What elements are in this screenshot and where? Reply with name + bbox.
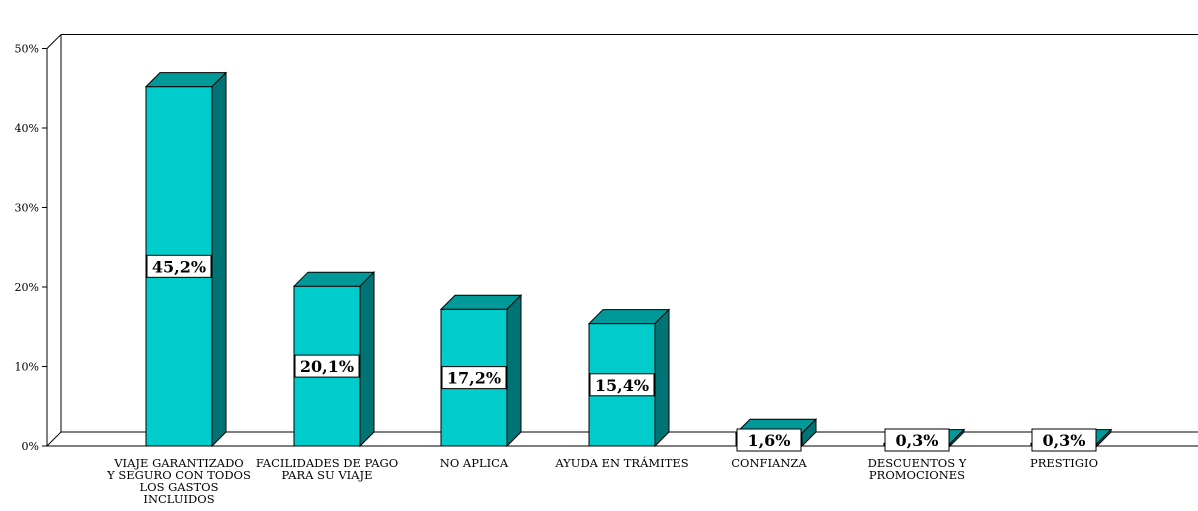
y-tick-label: 40% (15, 122, 39, 135)
data-label: 15,4% (595, 376, 649, 395)
data-label: 45,2% (152, 257, 206, 276)
category-label-line: FACILIDADES DE PAGO (256, 456, 398, 470)
bar-side (359, 270, 375, 448)
data-label-box (294, 354, 360, 378)
category-label-line: LOS GASTOS (140, 480, 219, 494)
category-label: CONFIANZA (731, 456, 807, 470)
category-label-line: VIAJE GARANTIZADO (113, 456, 244, 470)
category-label-line: AYUDA EN TRÁMITES (554, 456, 688, 470)
category-label: AYUDA EN TRÁMITES (554, 456, 688, 470)
bar-side (654, 308, 670, 448)
y-tick-label: 0% (22, 440, 39, 453)
category-label-line: Y SEGURO CON TODOS (106, 468, 251, 482)
category-label-line: PROMOCIONES (869, 468, 965, 482)
category-label: PRESTIGIO (1030, 456, 1098, 470)
bar-side (949, 428, 965, 448)
floor-left-edge (46, 431, 62, 447)
category-label-line: CONFIANZA (731, 456, 807, 470)
data-label: 0,3% (1042, 431, 1085, 450)
bar-side (211, 71, 227, 448)
data-label-box (146, 254, 212, 278)
category-label: DESCUENTOS Y PROMOCIONES (868, 456, 967, 482)
wall-top-edge (46, 34, 62, 49)
category-label-line: PARA SU VIAJE (282, 468, 373, 482)
y-tick-label: 10% (15, 361, 39, 374)
y-tick-label: 50% (15, 43, 39, 56)
bar-side (506, 294, 522, 448)
data-label-box (1031, 428, 1097, 452)
data-label: 17,2% (447, 369, 501, 388)
bar-side (801, 418, 817, 448)
category-label: NO APLICA (440, 456, 509, 470)
category-label: VIAJE GARANTIZADO Y SEGURO CON TODOS LOS G… (106, 456, 251, 506)
bar-side (1096, 428, 1112, 448)
category-label-line: DESCUENTOS Y (868, 456, 967, 470)
data-label-box (441, 366, 507, 390)
data-label: 0,3% (895, 431, 938, 450)
y-tick-label: 30% (15, 202, 39, 215)
category-label-line: PRESTIGIO (1030, 456, 1098, 470)
data-label: 1,6% (747, 431, 790, 450)
category-label-line: NO APLICA (440, 456, 509, 470)
data-label-box (736, 428, 802, 452)
data-label-box (589, 373, 655, 397)
y-tick-label: 20% (15, 281, 39, 294)
category-label: FACILIDADES DE PAGO PARA SU VIAJE (256, 456, 398, 482)
data-label: 20,1% (300, 357, 354, 376)
category-label-line: INCLUIDOS (143, 492, 214, 506)
data-label-box (884, 428, 950, 452)
